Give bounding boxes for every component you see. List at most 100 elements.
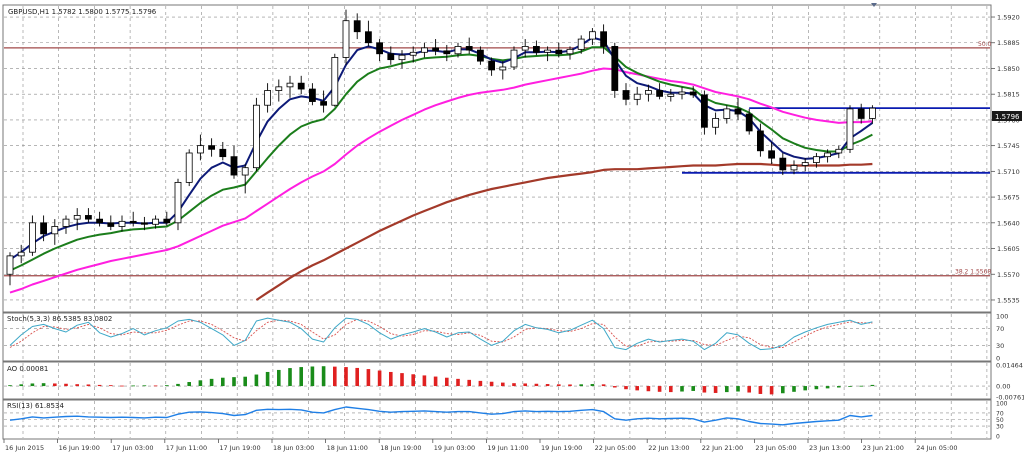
ao-bar-down <box>153 385 158 387</box>
ao-bar-up <box>187 382 191 387</box>
ao-bar-down <box>702 386 707 393</box>
price-panel: GBPUSD,H1 1.5782 1.5800 1.5775 1.5796 1.… <box>2 3 1022 313</box>
time-tick-label: 19 Jun 11:00 <box>487 444 528 452</box>
price-panel-header: GBPUSD,H1 1.5782 1.5800 1.5775 1.5796 <box>8 8 157 16</box>
ao-bar-down <box>489 381 494 387</box>
price-tick-label: 1.5885 <box>997 39 1020 47</box>
ao-bar-up <box>131 385 135 387</box>
ao-bar-down <box>635 386 639 391</box>
ao-panel: AO 0.00081 0.01464 0.00 -0.00761 <box>2 361 1024 402</box>
ao-bar-down <box>557 384 561 387</box>
bearish-candle <box>107 222 115 227</box>
ao-bar-up <box>142 385 147 387</box>
bearish-candle <box>163 218 171 224</box>
stochastic-axis-ticks: 100 70 30 0 <box>996 313 1008 363</box>
bullish-candle <box>398 54 406 61</box>
rsi-tick-label: 50 <box>996 417 1004 424</box>
bearish-candle <box>533 46 540 53</box>
bullish-candle <box>118 220 126 227</box>
rsi-grid <box>4 401 990 438</box>
bullish-candle <box>723 108 731 119</box>
bearish-candle <box>96 218 103 224</box>
ao-bar-down <box>445 377 449 387</box>
time-tick-label: 17 Jun 03:00 <box>112 444 153 452</box>
bearish-candle <box>689 91 697 96</box>
ao-bar-down <box>411 374 415 387</box>
ao-bar-up <box>254 374 259 387</box>
ao-bar-up <box>8 385 12 387</box>
ao-bar-down <box>377 370 382 387</box>
ao-bar-up <box>277 369 281 387</box>
bearish-candle <box>768 150 775 159</box>
ao-tick-label: 0.00 <box>996 383 1010 391</box>
ao-bar-up <box>803 386 807 391</box>
stochastic-header: Stoch(5,3,3) 86.5385 83.0802 <box>7 315 112 323</box>
ao-bar-down <box>422 375 427 387</box>
bearish-candle <box>219 148 227 158</box>
ao-bar-up <box>848 386 852 387</box>
bullish-candle <box>73 215 81 220</box>
rsi-tick-label: 0 <box>996 434 1000 441</box>
stochastic-tick-label: 0 <box>996 355 1000 363</box>
price-tick-label: 1.5570 <box>997 271 1020 279</box>
bullish-candle <box>667 93 675 97</box>
time-tick-label: 24 Jun 05:00 <box>916 444 957 452</box>
ao-bar-up <box>321 366 326 387</box>
ao-bar-up <box>837 386 841 388</box>
ao-bar-down <box>769 386 774 395</box>
time-tick-label: 16 Jun 2015 <box>5 444 44 452</box>
bullish-candle <box>678 91 686 95</box>
bearish-candle <box>745 113 753 132</box>
price-tick-label: 1.5605 <box>997 245 1020 253</box>
bullish-candle <box>454 46 462 55</box>
ao-bar-up <box>825 386 830 389</box>
time-tick-label: 22 Jun 13:00 <box>648 444 689 452</box>
scroll-marker-icon[interactable] <box>871 3 877 7</box>
price-tick-label: 1.5710 <box>997 168 1020 176</box>
bearish-candle <box>476 49 484 62</box>
ao-bar-down <box>366 369 371 387</box>
bullish-candle <box>420 47 428 53</box>
ao-bar-up <box>176 383 180 387</box>
ao-bar-up <box>736 386 740 392</box>
ao-bar-up <box>590 384 595 387</box>
ao-bar-up <box>781 386 785 394</box>
price-tick-label: 1.5745 <box>997 142 1020 150</box>
bearish-candle <box>129 220 137 224</box>
bullish-candle <box>869 107 876 119</box>
ao-bar-down <box>75 384 79 387</box>
bearish-candle <box>622 90 630 100</box>
ao-bar-up <box>680 386 684 392</box>
bearish-candle <box>85 215 92 220</box>
ao-bar-down <box>523 383 527 387</box>
time-tick-label: 22 Jun 05:00 <box>595 444 636 452</box>
bearish-candle <box>779 157 787 171</box>
time-tick-label: 19 Jun 19:00 <box>541 444 582 452</box>
ao-bar-down <box>64 383 68 387</box>
ao-bar-down <box>568 384 572 387</box>
bullish-candle <box>521 46 529 51</box>
rsi-header: RSI(13) 61.8534 <box>7 402 64 410</box>
stochastic-tick-label: 70 <box>996 325 1004 333</box>
ao-bar-up <box>221 377 225 387</box>
time-tick-label: 18 Jun 11:00 <box>327 444 368 452</box>
ao-bar-up <box>41 383 46 387</box>
bearish-candle <box>656 90 663 97</box>
ao-bar-down <box>747 386 751 393</box>
ao-bar-down <box>501 382 505 387</box>
bearish-candle <box>320 101 328 106</box>
bullish-candle <box>824 152 831 158</box>
ao-bar-up <box>243 376 247 387</box>
time-tick-label: 17 Jun 19:00 <box>219 444 260 452</box>
ma-50-line <box>9 46 873 272</box>
stochastic-tick-label: 30 <box>996 342 1004 350</box>
ao-bar-down <box>389 371 393 387</box>
ao-bar-up <box>859 385 863 387</box>
bullish-candle <box>286 82 294 88</box>
ao-bar-up <box>288 368 292 387</box>
bearish-candle <box>353 20 361 33</box>
bearish-candle <box>297 82 305 90</box>
bullish-candle <box>712 118 719 128</box>
stochastic-panel-frame <box>2 312 992 362</box>
